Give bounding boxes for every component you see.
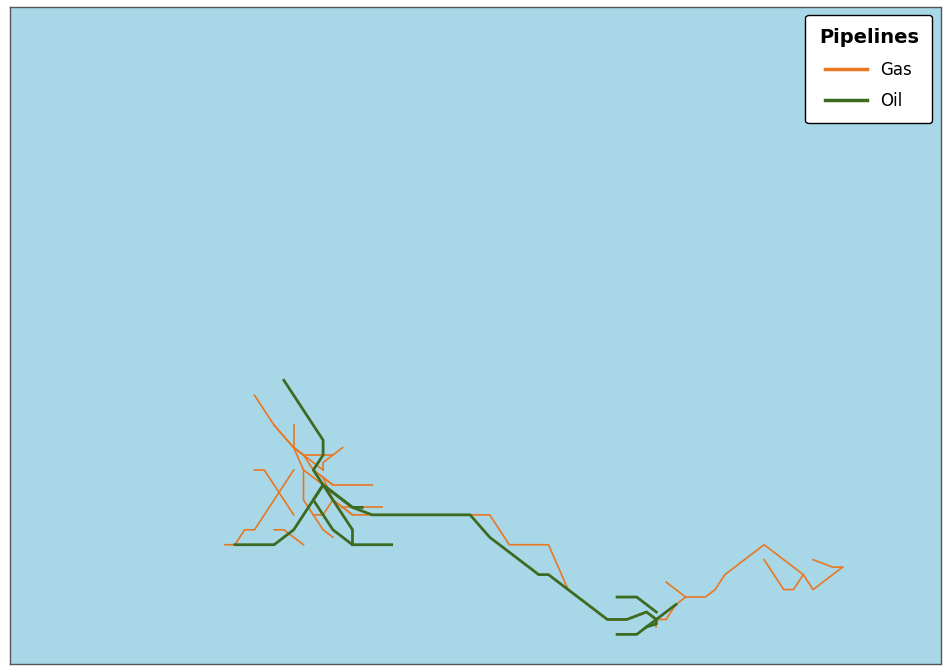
Legend: Gas, Oil: Gas, Oil <box>806 15 932 123</box>
